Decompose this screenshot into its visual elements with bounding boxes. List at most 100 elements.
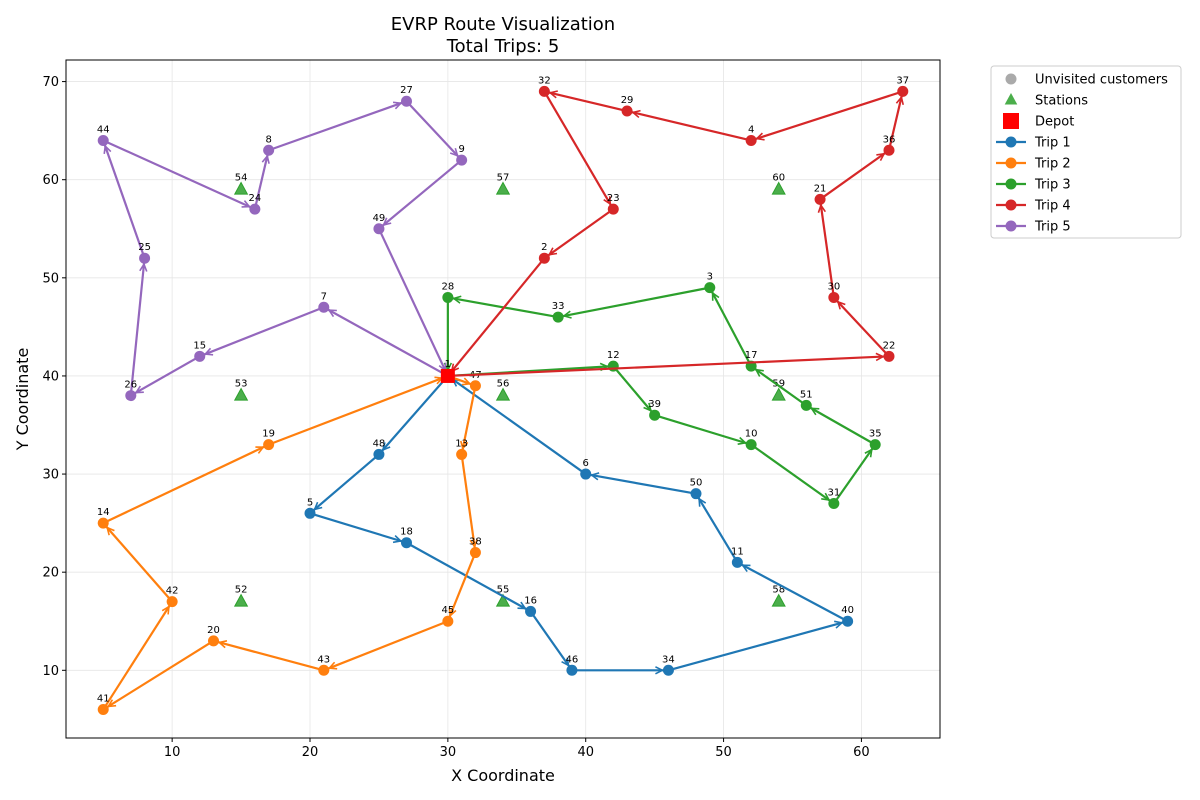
- route-segment: [544, 90, 628, 113]
- route-segment: [668, 620, 848, 672]
- route-arrowhead: [864, 448, 873, 458]
- route-arrowhead: [895, 95, 905, 106]
- route-arrowhead: [313, 501, 323, 511]
- customer-label: 23: [607, 193, 620, 204]
- customer-point: [897, 85, 909, 97]
- customer-label: 15: [193, 340, 206, 351]
- customer-point: [125, 390, 137, 402]
- customer-label: 22: [883, 340, 896, 351]
- customer-label: 7: [321, 291, 327, 302]
- customer-point: [318, 301, 330, 313]
- route-arrowhead: [548, 90, 558, 99]
- route-arrowhead: [134, 385, 144, 394]
- route-segment: [736, 561, 849, 623]
- route-arrowhead: [217, 640, 228, 649]
- x-tick-label: 40: [577, 745, 594, 760]
- route-segment: [557, 286, 710, 319]
- route-arrowhead: [589, 472, 600, 481]
- customer-label: 2: [541, 242, 547, 253]
- route-arrowhead: [655, 666, 665, 675]
- customer-point: [607, 203, 619, 215]
- y-tick-label: 70: [42, 75, 59, 90]
- customer-label: 14: [97, 507, 110, 518]
- customer-label: 5: [307, 497, 313, 508]
- route-arrowhead: [876, 152, 886, 162]
- customer-point: [263, 439, 275, 451]
- route-segment: [130, 355, 201, 397]
- route-segment: [102, 139, 256, 211]
- customer-label: 35: [869, 429, 882, 440]
- route-arrowhead: [459, 440, 469, 451]
- customer-label: 43: [317, 654, 330, 665]
- customer-label: 3: [707, 272, 713, 283]
- y-tick-label: 20: [42, 566, 59, 581]
- customer-point: [800, 399, 812, 411]
- legend: Unvisited customers Stations Depot Trip 1 Tr…: [990, 65, 1182, 239]
- legend-label: Stations: [1035, 94, 1088, 109]
- customer-label: 6: [583, 458, 589, 469]
- station-label: 54: [235, 173, 248, 184]
- route-segment: [750, 365, 807, 407]
- legend-label: Trip 5: [1034, 220, 1071, 235]
- route-arrowhead: [741, 564, 751, 573]
- legend-label: Trip 2: [1034, 157, 1071, 172]
- route-arrowhead: [755, 132, 765, 141]
- route-arrowhead: [817, 203, 826, 213]
- plot-frame: [65, 59, 941, 739]
- route-segment: [447, 257, 546, 377]
- x-tick-label: 20: [302, 745, 319, 760]
- customer-point: [139, 252, 151, 264]
- route-arrowhead: [382, 217, 392, 227]
- y-tick-label: 40: [42, 369, 59, 384]
- route-arrowhead: [809, 407, 820, 416]
- station-marker: [771, 593, 786, 607]
- legend-trip-marker: [1005, 136, 1017, 148]
- customer-point: [580, 468, 592, 480]
- customer-point: [704, 282, 716, 294]
- customer-point: [828, 291, 840, 303]
- customer-point: [745, 439, 757, 451]
- trip-5-route: 7 15 26 25 44 24 8 27 9 49: [97, 85, 468, 402]
- legend-station-marker: [1004, 93, 1018, 105]
- x-axis-ticks: 10 20 30 40 50 60: [164, 738, 870, 760]
- route-arrowhead: [698, 497, 707, 507]
- route-segment: [460, 454, 477, 553]
- route-segment: [129, 258, 146, 396]
- customer-point: [538, 252, 550, 264]
- route-segment: [447, 355, 890, 378]
- station-label: 52: [235, 585, 248, 596]
- route-arrowhead: [381, 442, 391, 452]
- route-segment: [695, 493, 739, 563]
- customer-point: [401, 95, 413, 107]
- customer-point: [456, 154, 468, 166]
- route-arrowhead: [392, 535, 403, 544]
- station-label: 59: [772, 379, 785, 390]
- station-marker: [233, 181, 249, 195]
- customer-label: 37: [896, 75, 909, 86]
- customer-label: 40: [841, 605, 854, 616]
- chart-title: EVRP Route Visualization: [391, 14, 615, 35]
- customer-point: [194, 350, 206, 362]
- customer-label: 21: [814, 183, 827, 194]
- customer-label: 48: [373, 438, 386, 449]
- route-arrowhead: [105, 526, 115, 536]
- depot-marker: [440, 368, 455, 383]
- x-tick-label: 30: [440, 745, 457, 760]
- customer-label: 4: [748, 124, 754, 135]
- x-axis-label: X Coordinate: [451, 766, 555, 785]
- station-marker: [233, 387, 249, 401]
- route-segment: [253, 150, 270, 210]
- customer-point: [97, 517, 109, 529]
- route-segment: [460, 385, 477, 455]
- route-arrowhead: [203, 347, 214, 356]
- route-segment: [309, 512, 407, 544]
- routes-layer: 4851816463440115064713384543204142141912…: [97, 75, 909, 716]
- customer-point: [97, 134, 109, 146]
- customer-label: 16: [524, 595, 537, 606]
- route-segment: [805, 404, 876, 446]
- route-segment: [213, 639, 325, 672]
- route-arrowhead: [561, 657, 570, 667]
- customer-label: 51: [800, 389, 813, 400]
- station-label: 58: [772, 585, 785, 596]
- route-arrowhead: [255, 446, 265, 454]
